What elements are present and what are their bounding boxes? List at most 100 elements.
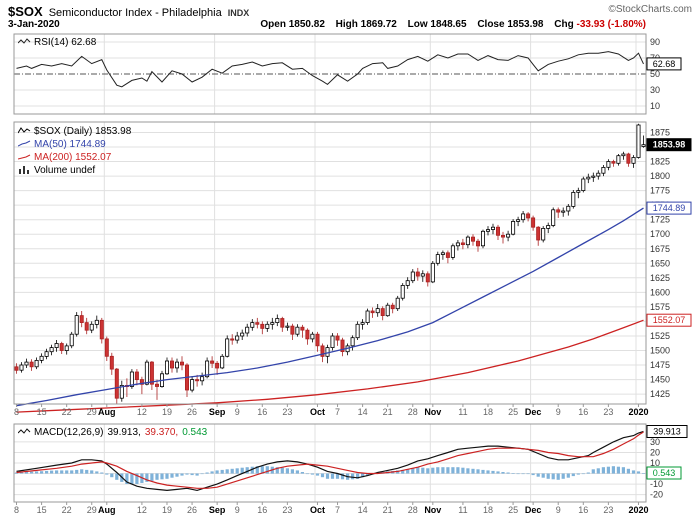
macd-histogram-bar <box>356 473 360 479</box>
x-axis-label: Oct <box>310 505 325 515</box>
macd-histogram-bar <box>170 473 174 478</box>
ma50-line <box>16 207 644 407</box>
candle-body <box>576 190 581 193</box>
macd-histogram-bar <box>466 468 470 474</box>
price-tick-label: 1475 <box>650 360 670 370</box>
macd-histogram-bar <box>501 472 505 474</box>
candle-body <box>490 226 495 230</box>
price-tick-label: 1650 <box>650 258 670 268</box>
candle-body <box>195 379 200 382</box>
x-axis-label: 9 <box>235 407 240 417</box>
macd-tick-label: -10 <box>650 479 663 489</box>
candle-body <box>220 355 225 369</box>
candle-body <box>511 220 516 235</box>
macd-histogram-bar <box>45 470 49 474</box>
macd-histogram-bar <box>546 473 550 479</box>
x-axis-label: 22 <box>62 407 72 417</box>
price-tick-label: 1500 <box>650 346 670 356</box>
candle-body <box>350 337 355 347</box>
candle-body <box>250 322 255 328</box>
macd-histogram-bar <box>155 473 159 480</box>
x-axis-label: Nov <box>424 505 441 515</box>
price-tick-label: 1625 <box>650 273 670 283</box>
x-axis-label: Aug <box>98 505 116 515</box>
candle-body <box>611 161 616 164</box>
x-axis-label: 8 <box>14 505 19 515</box>
candle-body <box>255 322 260 325</box>
symbol-ticker: $SOX <box>8 4 43 19</box>
x-axis-label: 7 <box>335 505 340 515</box>
candle-body <box>400 284 405 299</box>
macd-histogram-bar <box>516 473 520 475</box>
macd-histogram-bar <box>571 473 575 477</box>
x-axis-label: 22 <box>62 505 72 515</box>
macd-histogram-bar <box>631 470 636 474</box>
candle-body <box>49 347 54 353</box>
quote-change: Chg -33.93 (-1.80%) <box>554 19 646 30</box>
candle-body <box>330 335 335 349</box>
x-axis-label: 11 <box>458 407 467 417</box>
candle-body <box>526 213 531 219</box>
macd-last-value-box <box>646 425 688 438</box>
macd-histogram-bar <box>576 473 580 475</box>
candle-body <box>129 371 134 387</box>
macd-histogram-bar <box>421 467 425 474</box>
x-axis-label: 16 <box>578 407 588 417</box>
macd-histogram-bar <box>305 473 309 475</box>
macd-histogram-bar <box>245 467 249 474</box>
candle-body <box>89 323 94 331</box>
price-tick-label: 1725 <box>650 215 670 225</box>
macd-histogram-bar <box>19 472 24 474</box>
macd-histogram-bar <box>285 468 289 474</box>
macd-histogram-bar <box>135 473 139 484</box>
x-axis-label: 16 <box>578 505 588 515</box>
macd-histogram-bar <box>456 467 460 474</box>
candle-body <box>54 343 59 348</box>
macd-histogram-bar <box>130 473 134 484</box>
x-axis-label: 9 <box>556 505 561 515</box>
candle-body <box>405 280 410 286</box>
macd-histogram-bar <box>596 468 600 474</box>
candle-body <box>586 176 591 180</box>
price-tick-label: 1800 <box>650 171 670 181</box>
candle-body <box>270 322 275 325</box>
rsi-series-icon <box>17 38 31 44</box>
macd-histogram-bar <box>265 466 269 474</box>
candle-body <box>114 368 119 399</box>
candle-body <box>205 360 210 378</box>
macd-histogram-bar <box>641 473 646 474</box>
x-axis-label: Sep <box>209 407 226 417</box>
candle-body <box>134 371 139 380</box>
macd-histogram-bar <box>351 473 355 480</box>
macd-histogram-bar <box>115 473 119 480</box>
macd-histogram-bar <box>541 473 545 478</box>
candle-body <box>536 226 541 241</box>
macd-histogram-bar <box>561 473 565 479</box>
x-axis-label: Oct <box>310 407 325 417</box>
rsi-tick-label: 50 <box>650 69 660 79</box>
candle-body <box>455 242 460 247</box>
candle-body <box>581 178 586 192</box>
candle-body <box>385 304 390 317</box>
x-axis-label: 12 <box>137 505 147 515</box>
candle-body <box>119 384 124 399</box>
candle-body <box>74 315 79 335</box>
price-last-value-label: 1853.98 <box>653 140 686 150</box>
candle-body <box>420 273 425 277</box>
rsi-tick-label: 10 <box>650 101 660 111</box>
x-axis-label: 23 <box>282 505 292 515</box>
candle-body <box>104 338 109 357</box>
candle-body <box>39 355 44 361</box>
candle-body <box>591 175 596 178</box>
macd-histogram-bar <box>551 473 555 480</box>
price-tick-label: 1675 <box>650 244 670 254</box>
x-axis-label: 15 <box>37 505 47 515</box>
macd-histogram-bar <box>411 468 415 474</box>
macd-histogram-bar <box>581 473 585 475</box>
macd-histogram-bar <box>75 469 79 474</box>
candle-body <box>425 273 430 283</box>
exchange-label: INDX <box>227 8 250 18</box>
candle-body <box>531 217 536 228</box>
macd-histogram-bar <box>426 468 430 474</box>
candle-body <box>230 338 235 341</box>
